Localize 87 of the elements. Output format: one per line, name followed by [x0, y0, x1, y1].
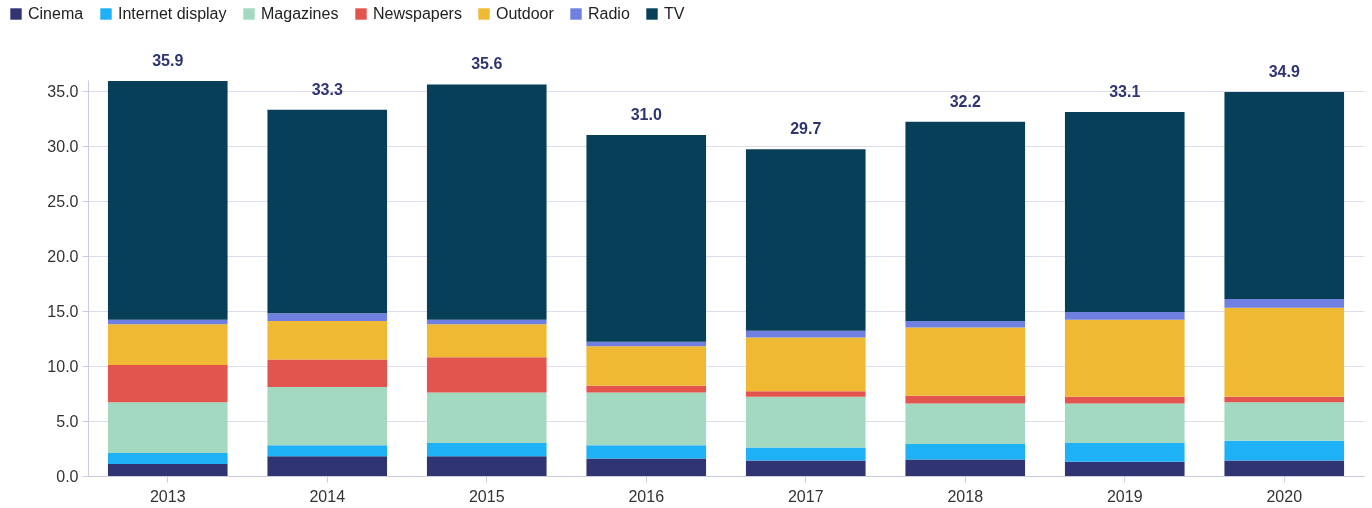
bar [1064, 403, 1185, 443]
total-label: 34.9 [1268, 63, 1300, 81]
bar [1064, 312, 1185, 320]
bar [267, 320, 388, 360]
y-tick-label: 5.0 [56, 412, 79, 430]
bar [1224, 460, 1345, 476]
bar [905, 459, 1026, 476]
y-tick-label: 30.0 [47, 137, 79, 155]
bar [745, 337, 866, 392]
x-tick-label: 2015 [468, 487, 505, 505]
bar [1224, 298, 1345, 308]
bar [1064, 396, 1185, 404]
bar [1224, 396, 1345, 403]
legend-label: Radio [588, 5, 630, 22]
bar [586, 445, 707, 459]
bar [1064, 111, 1185, 313]
bar [426, 84, 547, 320]
total-label: 31.0 [630, 106, 662, 123]
y-tick-label: 15.0 [47, 302, 79, 320]
bar [107, 364, 228, 403]
bar [1224, 307, 1345, 397]
y-tick-label: 35.0 [47, 82, 79, 100]
bar [745, 396, 866, 448]
bar [107, 319, 228, 325]
bar [745, 447, 866, 461]
total-label: 32.2 [949, 92, 981, 110]
x-tick-label: 2016 [628, 487, 665, 505]
y-tick-label: 25.0 [47, 192, 79, 210]
bar [107, 324, 228, 365]
bar [905, 327, 1026, 396]
bar [267, 456, 388, 476]
bar [905, 444, 1026, 460]
bar [745, 330, 866, 338]
bar [1064, 461, 1185, 476]
legend-label: Outdoor [496, 5, 555, 22]
x-tick-label: 2018 [947, 487, 984, 505]
legend-label: Internet display [118, 5, 227, 22]
bar [267, 359, 388, 387]
bar [1064, 319, 1185, 397]
bar [1224, 402, 1345, 441]
y-tick-label: 0.0 [56, 467, 79, 485]
bar [267, 313, 388, 321]
bar [586, 341, 707, 347]
bar [426, 324, 547, 358]
bar [586, 385, 707, 393]
x-tick-label: 2017 [787, 487, 824, 505]
y-tick-label: 20.0 [47, 247, 79, 265]
bar [586, 392, 707, 446]
total-label: 35.9 [152, 52, 184, 70]
total-label: 33.3 [311, 80, 343, 98]
bar [586, 458, 707, 476]
total-label: 29.7 [790, 120, 822, 138]
x-tick-label: 2014 [309, 487, 346, 505]
x-tick-label: 2013 [149, 487, 186, 505]
legend-label: Cinema [28, 5, 84, 22]
bar [586, 346, 707, 386]
bar [107, 463, 228, 476]
x-tick-label: 2020 [1266, 487, 1303, 505]
legend-label: TV [664, 5, 685, 22]
x-tick-label: 2019 [1106, 487, 1143, 505]
bar [745, 460, 866, 476]
bar [107, 81, 228, 320]
bar [107, 402, 228, 453]
bar [745, 149, 866, 331]
bar [107, 452, 228, 464]
bar [426, 443, 547, 457]
y-tick-label: 10.0 [47, 357, 79, 375]
bar [905, 403, 1026, 445]
legend-label: Newspapers [373, 5, 462, 22]
total-label: 35.6 [471, 55, 503, 73]
bar [426, 392, 547, 443]
bar [1064, 443, 1185, 462]
bar [1224, 440, 1345, 461]
bar [267, 109, 388, 314]
legend-label: Magazines [261, 5, 339, 22]
bar [426, 456, 547, 476]
bar [586, 135, 707, 342]
bar [745, 391, 866, 397]
bar [426, 319, 547, 325]
bar [905, 395, 1026, 404]
bar [267, 445, 388, 457]
total-label: 33.1 [1109, 82, 1141, 100]
bar [1224, 92, 1345, 299]
bar [267, 386, 388, 446]
bar [905, 320, 1026, 328]
bar [905, 121, 1026, 321]
bar [426, 357, 547, 393]
